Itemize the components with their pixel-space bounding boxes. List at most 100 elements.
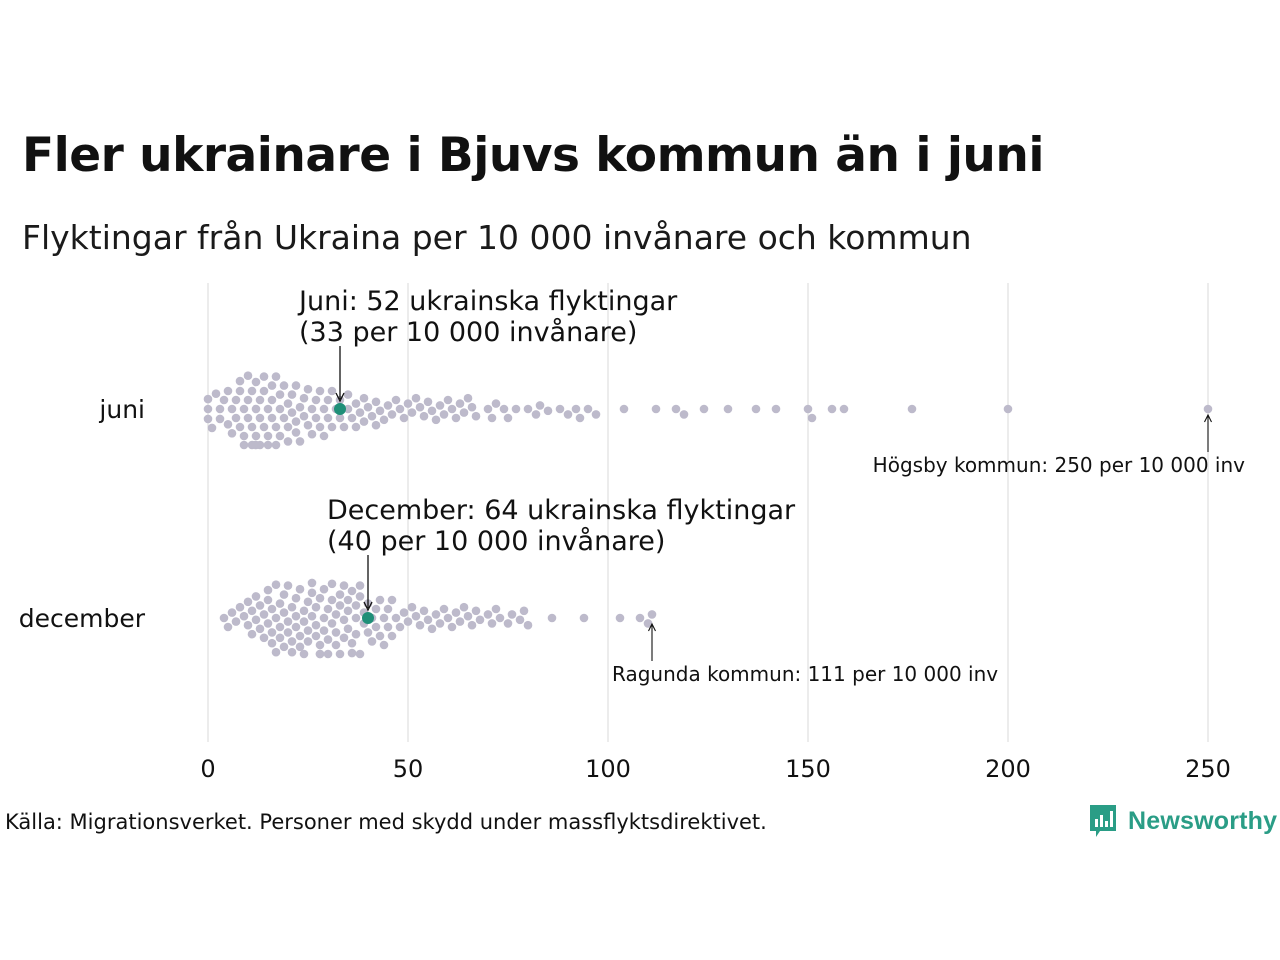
dot-december bbox=[303, 637, 313, 646]
dot-december bbox=[515, 615, 525, 625]
dot-juni bbox=[291, 428, 301, 437]
dot-december bbox=[379, 640, 389, 650]
x-tick-label: 150 bbox=[785, 755, 831, 783]
row-labels: juni december bbox=[19, 395, 146, 633]
dot-december bbox=[507, 610, 517, 619]
dot-juni bbox=[259, 422, 269, 432]
dot-december bbox=[275, 599, 285, 608]
dot-december bbox=[259, 610, 269, 619]
dot-december bbox=[319, 613, 329, 623]
dot-juni bbox=[447, 404, 457, 414]
dot-december bbox=[251, 592, 261, 601]
dot-juni bbox=[319, 404, 329, 414]
highlight-label-line1: December: 64 ukrainska flyktingar bbox=[327, 495, 796, 526]
dot-juni bbox=[279, 381, 289, 390]
dot-juni bbox=[303, 420, 313, 430]
dot-juni bbox=[259, 386, 269, 396]
dot-juni bbox=[267, 381, 277, 390]
dot-december bbox=[399, 608, 409, 617]
row-label-juni: juni bbox=[98, 395, 145, 424]
dot-december bbox=[403, 617, 413, 626]
dot-december bbox=[283, 628, 293, 637]
dot-juni bbox=[531, 410, 541, 419]
dot-juni bbox=[555, 404, 565, 414]
dot-juni bbox=[259, 372, 269, 381]
dot-december bbox=[271, 647, 281, 657]
highlight-label-line1: Juni: 52 ukrainska flyktingar bbox=[297, 286, 678, 317]
dot-december bbox=[299, 606, 309, 616]
gridlines bbox=[207, 283, 1209, 742]
dot-juni bbox=[679, 410, 689, 419]
dot-juni bbox=[235, 376, 245, 386]
dot-juni bbox=[315, 422, 325, 432]
dot-juni bbox=[1003, 404, 1013, 414]
dot-juni bbox=[283, 399, 293, 408]
dot-december bbox=[387, 595, 397, 605]
dot-juni bbox=[335, 413, 345, 423]
dot-juni bbox=[203, 394, 213, 404]
dot-juni bbox=[503, 413, 513, 423]
dot-juni bbox=[343, 404, 353, 414]
dot-december bbox=[227, 608, 237, 617]
dot-december bbox=[327, 619, 337, 628]
dot-december bbox=[331, 628, 341, 637]
dot-december bbox=[335, 590, 345, 599]
dot-juni bbox=[271, 422, 281, 432]
dot-december bbox=[647, 610, 657, 619]
dot-juni bbox=[279, 413, 289, 423]
dot-juni bbox=[491, 399, 501, 408]
dot-juni bbox=[347, 413, 357, 423]
dot-december bbox=[635, 613, 645, 623]
dot-juni bbox=[275, 404, 285, 414]
dot-juni bbox=[439, 410, 449, 419]
dot-juni bbox=[563, 410, 573, 419]
dot-december bbox=[287, 602, 297, 612]
dot-december bbox=[311, 631, 321, 641]
dot-juni bbox=[255, 395, 265, 405]
dot-juni bbox=[207, 423, 217, 433]
dot-juni bbox=[243, 371, 253, 381]
dot-december bbox=[299, 649, 309, 659]
dot-juni bbox=[287, 408, 297, 417]
highlight-dot-december bbox=[362, 612, 374, 624]
dot-december bbox=[319, 584, 329, 594]
dot-december bbox=[279, 642, 289, 652]
dot-december bbox=[223, 622, 233, 632]
dot-juni bbox=[363, 402, 373, 412]
dot-juni bbox=[219, 395, 229, 405]
dot-juni bbox=[271, 440, 281, 450]
dot-december bbox=[343, 624, 353, 634]
dot-december bbox=[283, 617, 293, 626]
dot-juni bbox=[583, 404, 593, 414]
dot-juni bbox=[307, 404, 317, 414]
highlight-arrow-head bbox=[363, 601, 373, 612]
max-arrow-head bbox=[648, 622, 656, 632]
dot-juni bbox=[323, 413, 333, 423]
dot-december bbox=[391, 613, 401, 623]
dot-december bbox=[331, 610, 341, 619]
dot-juni bbox=[391, 395, 401, 405]
dot-december bbox=[291, 593, 301, 603]
dot-december bbox=[339, 633, 349, 643]
x-tick-label: 50 bbox=[393, 755, 424, 783]
dot-december bbox=[331, 640, 341, 650]
dot-december bbox=[323, 604, 333, 614]
dot-juni bbox=[283, 422, 293, 432]
dot-december bbox=[243, 620, 253, 630]
dot-december bbox=[379, 613, 389, 623]
dot-december bbox=[275, 633, 285, 643]
dot-juni bbox=[275, 431, 285, 441]
dot-december bbox=[263, 585, 273, 595]
dot-december bbox=[419, 606, 429, 616]
dot-december bbox=[267, 638, 277, 648]
dot-december bbox=[363, 628, 373, 637]
dot-december bbox=[475, 615, 485, 625]
dot-december bbox=[523, 620, 533, 630]
dot-december bbox=[439, 604, 449, 614]
dot-juni bbox=[291, 417, 301, 426]
dot-december bbox=[315, 649, 325, 659]
dot-december bbox=[271, 613, 281, 623]
dot-juni bbox=[651, 404, 661, 414]
dot-december bbox=[219, 613, 229, 623]
x-tick-label: 200 bbox=[985, 755, 1031, 783]
